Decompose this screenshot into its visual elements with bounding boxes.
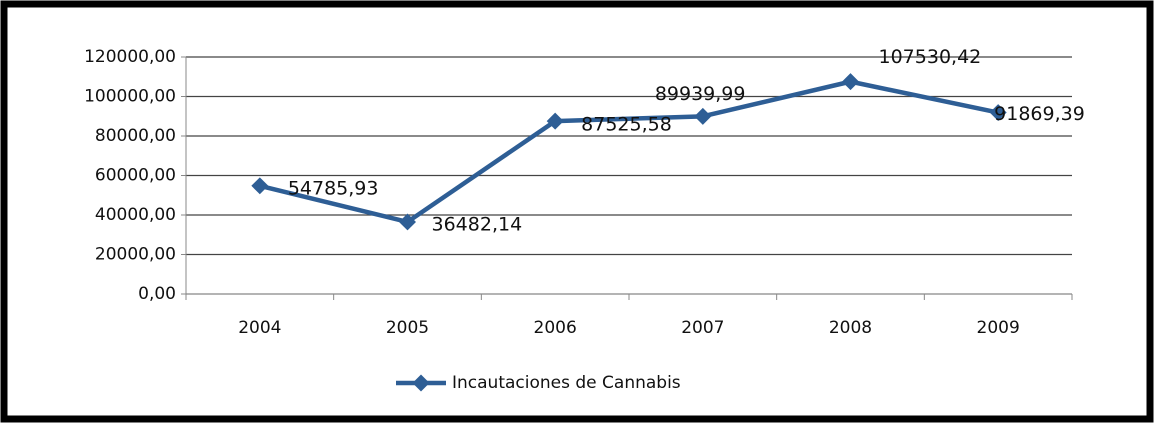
legend-label: Incautaciones de Cannabis	[452, 373, 681, 393]
y-tick-label: 100000,00	[84, 87, 176, 107]
data-label: 87525,58	[581, 114, 672, 136]
x-tick-label: 2008	[829, 318, 872, 338]
y-tick-label: 40000,00	[95, 205, 176, 225]
y-tick-label: 120000,00	[84, 47, 176, 67]
marker	[842, 73, 859, 91]
y-tick-label: 60000,00	[95, 166, 176, 186]
data-label: 54785,93	[288, 177, 379, 199]
series-line	[259, 79, 999, 225]
marker	[546, 112, 564, 130]
x-tick-label: 2007	[681, 318, 724, 338]
y-tick-label: 20000,00	[95, 245, 176, 265]
x-tick-label: 2009	[977, 318, 1020, 338]
data-label: 107530,42	[879, 46, 982, 68]
marker	[694, 107, 712, 125]
data-label: 89939,99	[655, 83, 746, 105]
x-tick-label: 2004	[238, 318, 281, 338]
marker	[251, 177, 269, 195]
marker	[989, 104, 1007, 122]
data-label: 36482,14	[432, 213, 523, 235]
x-tick-label: 2005	[386, 318, 429, 338]
legend-marker	[412, 374, 430, 392]
marker	[399, 213, 416, 231]
y-tick-label: 0,00	[138, 284, 176, 304]
x-tick-label: 2006	[534, 318, 577, 338]
data-label: 91869,39	[994, 103, 1085, 125]
y-tick-label: 80000,00	[95, 126, 176, 146]
